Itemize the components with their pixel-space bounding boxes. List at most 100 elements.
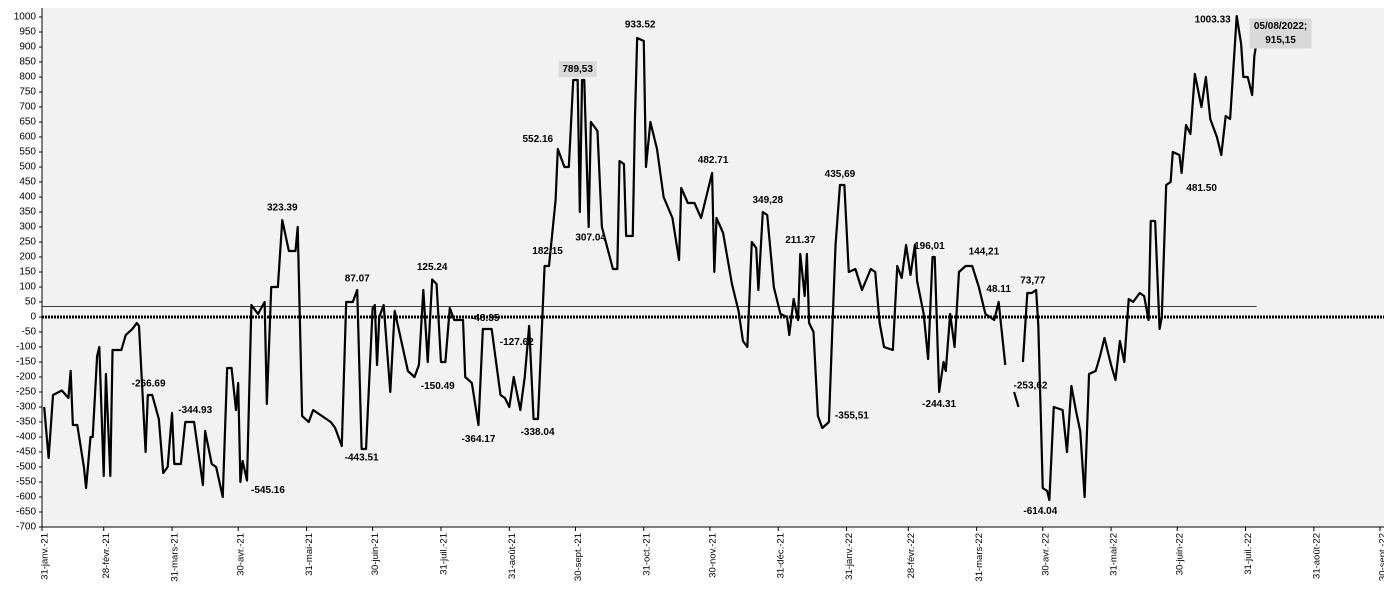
annotation: 482.71 bbox=[698, 155, 729, 166]
y-tick-label: 0 bbox=[30, 312, 36, 323]
annotation: -253,62 bbox=[1014, 381, 1048, 392]
y-tick-label: -550 bbox=[16, 477, 36, 488]
x-tick-label: 28-févr.-22 bbox=[906, 533, 917, 578]
annotation-label: 435,69 bbox=[825, 169, 856, 180]
annotation-label: 196,01 bbox=[914, 241, 945, 252]
annotation-label: 482.71 bbox=[698, 155, 729, 166]
x-tick-label: 31-juil.-21 bbox=[438, 533, 449, 575]
x-tick-label: 31-août-21 bbox=[507, 533, 518, 579]
y-tick-label: -450 bbox=[16, 447, 36, 458]
annotation-label: 125.24 bbox=[417, 262, 448, 273]
annotation-label: 552.16 bbox=[523, 134, 554, 145]
y-tick-label: 600 bbox=[19, 132, 36, 143]
annotation-label: -364.17 bbox=[461, 434, 495, 445]
y-tick-label: 250 bbox=[19, 237, 36, 248]
y-tick-label: -100 bbox=[16, 342, 36, 353]
y-tick-label: -200 bbox=[16, 372, 36, 383]
y-tick-label: 150 bbox=[19, 267, 36, 278]
y-tick-label: -400 bbox=[16, 432, 36, 443]
annotation-label: -344.93 bbox=[178, 405, 212, 416]
annotation-label: -244.31 bbox=[922, 399, 956, 410]
annotation: 789,53 bbox=[558, 61, 597, 78]
annotation: 481.50 bbox=[1186, 183, 1217, 194]
x-tick-label: 31-août-22 bbox=[1311, 533, 1322, 579]
y-tick-label: 700 bbox=[19, 102, 36, 113]
x-tick-label: 31-mai-21 bbox=[304, 533, 315, 576]
x-tick-label: 30-sept.-22 bbox=[1378, 533, 1384, 581]
annotation-label: -150.49 bbox=[421, 381, 455, 392]
annotation: 182.15 bbox=[532, 246, 563, 257]
y-tick-label: -150 bbox=[16, 357, 36, 368]
annotation: -48.35 bbox=[471, 313, 500, 324]
annotation: -244.31 bbox=[922, 399, 956, 410]
x-tick-label: 30-juin-22 bbox=[1175, 533, 1186, 575]
annotation-label: -443.51 bbox=[345, 453, 379, 464]
annotation-label: -545.16 bbox=[251, 485, 285, 496]
x-tick-label: 31-mai-22 bbox=[1109, 533, 1120, 576]
annotation-box bbox=[1249, 18, 1312, 49]
x-tick-label: 31-janv.-22 bbox=[844, 533, 855, 580]
data-line bbox=[43, 15, 1258, 502]
annotation: 349,28 bbox=[753, 195, 784, 206]
annotation: -443.51 bbox=[345, 453, 379, 464]
annotation: 211.37 bbox=[785, 235, 815, 246]
annotation: 323.39 bbox=[267, 203, 298, 214]
y-tick-label: 900 bbox=[19, 42, 36, 53]
y-tick-label: 1000 bbox=[14, 12, 37, 23]
annotation: -545.16 bbox=[251, 485, 285, 496]
annotation-label: -355,51 bbox=[835, 410, 869, 421]
annotation-label: -338.04 bbox=[521, 427, 555, 438]
annotation: -614.04 bbox=[1023, 506, 1057, 517]
annotation-label: 48.11 bbox=[986, 284, 1011, 295]
annotation: 144,21 bbox=[969, 246, 1000, 257]
annotation: 196,01 bbox=[914, 241, 945, 252]
annotation: 05/08/2022; 915,15 bbox=[1249, 18, 1312, 49]
x-tick-label: 31-mars-22 bbox=[974, 533, 985, 582]
y-tick-label: -600 bbox=[16, 492, 36, 503]
plot-area bbox=[42, 8, 1384, 527]
y-tick-label: -250 bbox=[16, 387, 36, 398]
y-tick-label: 500 bbox=[19, 162, 36, 173]
annotation: -364.17 bbox=[461, 434, 495, 445]
annotation-label: 05/08/2022; bbox=[1254, 21, 1307, 32]
annotation: 307.04 bbox=[575, 233, 606, 244]
annotation-label: 307.04 bbox=[575, 233, 606, 244]
annotation: -344.93 bbox=[178, 405, 212, 416]
annotation: 73,77 bbox=[1020, 276, 1045, 287]
x-tick-label: 28-févr.-21 bbox=[101, 533, 112, 578]
x-tick-label: 31-déc.-21 bbox=[776, 533, 787, 578]
y-tick-label: -700 bbox=[16, 522, 36, 533]
x-tick-label: 30-juin-21 bbox=[370, 533, 381, 575]
x-tick-label: 30-avr.-21 bbox=[236, 533, 247, 576]
annotation-label: 933.52 bbox=[625, 20, 656, 31]
annotation: -150.49 bbox=[421, 381, 455, 392]
y-tick-label: -500 bbox=[16, 462, 36, 473]
y-tick-label: 650 bbox=[19, 117, 36, 128]
y-tick-label: 800 bbox=[19, 72, 36, 83]
y-tick-label: 550 bbox=[19, 147, 36, 158]
y-tick-label: 450 bbox=[19, 177, 36, 188]
annotation-label: 211.37 bbox=[785, 235, 815, 246]
annotation-label: 182.15 bbox=[532, 246, 563, 257]
annotation-label: 1003.33 bbox=[1195, 15, 1232, 26]
annotation: -355,51 bbox=[835, 410, 869, 421]
annotation: 435,69 bbox=[825, 169, 856, 180]
annotation-label: -127.62 bbox=[500, 337, 534, 348]
y-tick-label: 50 bbox=[25, 297, 37, 308]
y-tick-label: 300 bbox=[19, 222, 36, 233]
annotation-box bbox=[558, 61, 597, 78]
x-tick-label: 31-oct.-21 bbox=[641, 533, 652, 576]
y-tick-label: 100 bbox=[19, 282, 36, 293]
annotation-label: -614.04 bbox=[1023, 506, 1057, 517]
x-tick-label: 30-nov.-21 bbox=[707, 533, 718, 578]
annotation: -127.62 bbox=[500, 337, 534, 348]
annotation: 552.16 bbox=[523, 134, 554, 145]
y-tick-label: -50 bbox=[22, 327, 37, 338]
y-tick-label: 350 bbox=[19, 207, 36, 218]
y-tick-label: 400 bbox=[19, 192, 36, 203]
x-tick-label: 30-avr.-22 bbox=[1040, 533, 1051, 576]
annotation-label: -253,62 bbox=[1014, 381, 1048, 392]
annotation: -266.69 bbox=[132, 379, 166, 390]
annotation: 1003.33 bbox=[1195, 15, 1232, 26]
